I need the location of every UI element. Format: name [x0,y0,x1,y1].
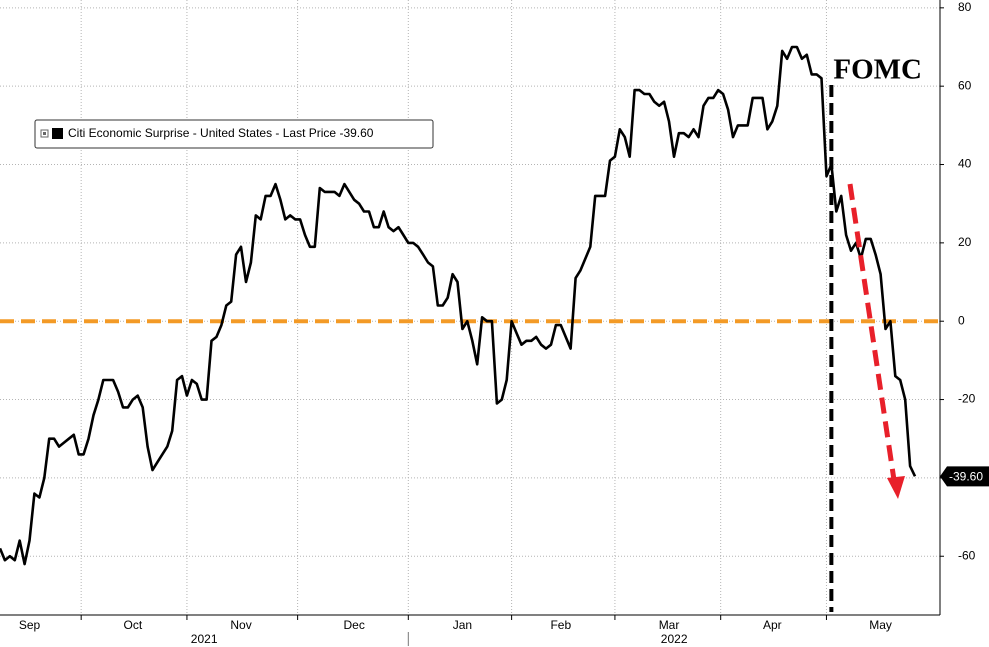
legend-label: Citi Economic Surprise - United States -… [68,126,374,140]
last-price-label: -39.60 [949,470,983,484]
y-tick-label: 40 [958,157,972,171]
y-tick-label: 80 [958,0,972,14]
legend-toggle-dot [43,132,46,135]
x-tick-label: May [869,618,892,632]
x-tick-label: Mar [659,618,680,632]
event-label: FOMC [833,54,922,86]
x-tick-label: Oct [123,618,142,632]
y-tick-label: 0 [958,313,965,327]
legend-box [34,119,434,149]
series-line [0,45,917,566]
x-tick-label: Dec [344,618,365,632]
last-price-tag [940,466,989,487]
x-tick-label: Sep [19,618,41,632]
legend-last-price: -39.60 [339,126,373,140]
legend-swatch [52,128,63,139]
y-tick-label: -20 [958,392,976,406]
plot: FOMC -39.60 [0,45,989,612]
legend: Citi Economic Surprise - United States -… [34,119,434,149]
arrow-head [887,476,905,499]
x-tick-label: Nov [230,618,251,632]
trend-arrow [847,183,905,499]
year-label: 2022 [661,632,688,646]
y-tick-label: -60 [958,548,976,562]
arrow-shaft [847,183,897,481]
x-tick-label: Feb [550,618,571,632]
y-tick-label: 60 [958,78,972,92]
x-tick-label: Apr [763,618,782,632]
y-tick-label: 20 [958,235,972,249]
x-tick-label: Jan [453,618,472,632]
year-label: 2021 [191,632,218,646]
legend-series-name: Citi Economic Surprise - United States -… [68,126,336,140]
